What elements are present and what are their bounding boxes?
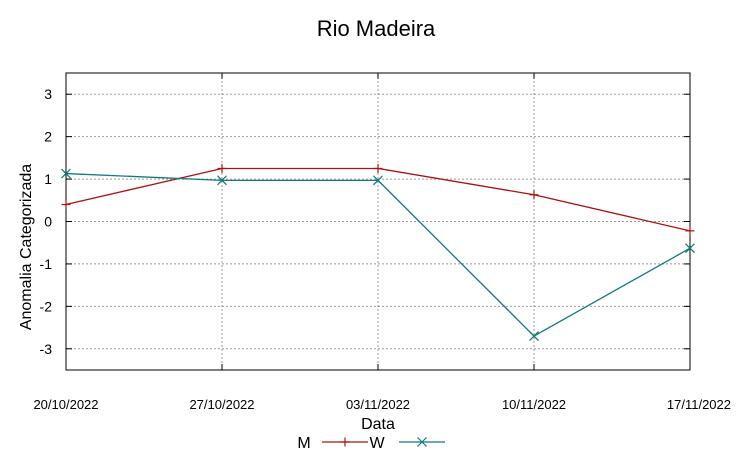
- data-point-m-1: [217, 163, 227, 173]
- y-tick-label-5: 2: [44, 129, 52, 145]
- y-tick-label-6: 3: [44, 86, 52, 102]
- y-axis: -3 -2 -1 0 1 2 3: [40, 86, 690, 357]
- legend-label-m: M: [297, 435, 310, 452]
- y-axis-label: Anomalia Categorizada: [18, 164, 35, 330]
- data-point-m-4: [685, 226, 695, 236]
- x-tick-label-2: 03/11/2022: [346, 397, 410, 412]
- x-axis: 20/10/2022 27/10/2022 03/11/2022 10/11/2022…: [33, 73, 731, 412]
- y-tick-label-4: 1: [44, 171, 52, 187]
- grid: [65, 73, 691, 370]
- x-tick-label-3: 10/11/2022: [502, 397, 566, 412]
- data-point-m-3: [529, 190, 539, 200]
- y-tick-label-1: -2: [40, 298, 53, 314]
- y-tick-label-0: -3: [40, 341, 53, 357]
- data-point-m-0: [61, 200, 71, 210]
- data-point-w-4: [685, 243, 695, 254]
- data-point-w-3: [529, 331, 539, 341]
- x-tick-label-0: 20/10/2022: [33, 397, 98, 412]
- y-tick-label-3: 0: [44, 214, 52, 230]
- data-point-w-1: [217, 175, 227, 186]
- data-point-w-2: [373, 175, 383, 186]
- data-point-m-2: [373, 163, 383, 173]
- x-tick-label-4: 17/11/2022: [667, 397, 731, 412]
- x-axis-label: Data: [361, 416, 395, 433]
- legend-label-w: W: [369, 435, 385, 452]
- legend-marker-m: [340, 437, 350, 447]
- data-point-w-0: [61, 168, 71, 179]
- y-tick-label-2: -1: [40, 256, 53, 272]
- x-tick-label-1: 27/10/2022: [189, 397, 254, 412]
- legend-marker-w: [417, 437, 427, 447]
- chart-title: Rio Madeira: [317, 16, 436, 41]
- series-group: [61, 163, 695, 341]
